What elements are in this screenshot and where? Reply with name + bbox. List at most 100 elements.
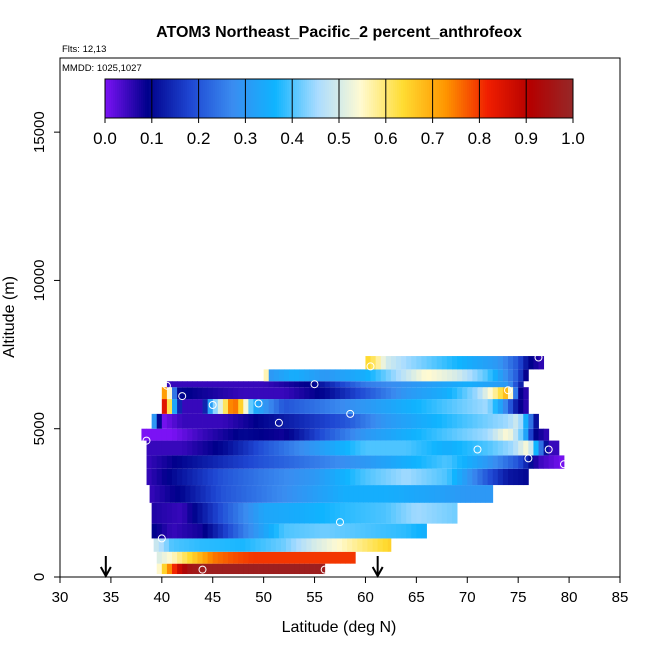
colorbar-cell: [517, 79, 520, 118]
colorbar-cell: [571, 79, 574, 118]
heat-cell: [334, 551, 341, 564]
heat-cell: [172, 502, 178, 524]
heat-cell: [436, 381, 443, 388]
heat-cell: [462, 387, 468, 400]
heat-cell: [248, 381, 254, 388]
heat-cell: [370, 455, 377, 469]
heat-cell: [289, 455, 295, 469]
heat-cell: [377, 538, 384, 552]
colorbar-cell: [397, 79, 400, 118]
heat-cell: [513, 428, 519, 441]
heat-cell: [161, 551, 168, 564]
heat-cell: [390, 413, 397, 429]
heat-cell: [319, 399, 326, 414]
heat-cell: [278, 502, 285, 524]
heat-cell: [523, 387, 529, 400]
heat-cell: [452, 455, 458, 469]
heat-cell: [492, 356, 499, 370]
heat-cell: [161, 523, 168, 539]
heat-cell: [421, 502, 427, 524]
heat-cell: [149, 485, 156, 503]
heat-cell: [289, 387, 295, 400]
heat-cell: [294, 551, 300, 564]
colorbar-tick-label: 1.0: [561, 129, 585, 148]
heat-cell: [258, 468, 265, 486]
heat-cell: [487, 387, 494, 400]
heat-cell: [172, 563, 178, 575]
heat-cell: [355, 455, 361, 469]
colorbar-tick-label: 0.5: [327, 129, 351, 148]
heat-cell: [304, 381, 310, 388]
colorbar-cell: [413, 79, 416, 118]
heat-cell: [365, 387, 371, 400]
heat-cell: [212, 440, 219, 456]
heat-cell: [462, 369, 468, 382]
heat-cell: [329, 468, 336, 486]
heat-cell: [467, 455, 473, 469]
colorbar-cell: [377, 79, 380, 118]
axes-layer: 30 35 40 45 50 55 60 65 70 75 80 85 0 5000 10000 15000: [31, 57, 628, 606]
heat-cell: [380, 356, 387, 370]
heat-cell: [248, 399, 254, 414]
colorbar-cell: [261, 79, 264, 118]
colorbar-cell: [171, 79, 174, 118]
colorbar-cell: [219, 79, 222, 118]
heat-cell: [182, 399, 188, 414]
heat-cell: [441, 455, 448, 469]
colorbar-cell: [167, 79, 170, 118]
heat-cell: [360, 468, 366, 486]
heat-cell: [168, 538, 175, 552]
heat-cell: [256, 485, 262, 503]
heat-cell: [177, 468, 183, 486]
heat-band-3: [151, 523, 427, 539]
heat-cell: [497, 387, 504, 400]
heat-cell: [340, 502, 346, 524]
heat-cell: [289, 563, 295, 575]
colorbar-cell: [215, 79, 218, 118]
heat-cell: [528, 428, 534, 441]
colorbar-cell: [131, 79, 134, 118]
heat-cell: [238, 455, 244, 469]
heat-cell: [273, 399, 280, 414]
heat-cell: [235, 538, 241, 552]
heat-cell: [467, 468, 473, 486]
heat-cell: [355, 381, 361, 388]
colorbar-cell: [553, 79, 556, 118]
heat-cell: [334, 369, 341, 382]
heat-cell: [202, 413, 209, 429]
heat-cell: [197, 413, 203, 429]
heat-cell: [187, 563, 193, 575]
heat-cell: [446, 440, 453, 456]
heat-cell: [161, 455, 168, 469]
heat-cell: [248, 413, 254, 429]
heat-cell: [172, 399, 178, 414]
heat-cell: [265, 538, 272, 552]
heat-cell: [426, 369, 433, 382]
heat-cell: [222, 523, 229, 539]
heat-cell: [253, 387, 259, 400]
heat-cell: [523, 440, 529, 456]
heat-cell: [192, 413, 198, 429]
heat-cell: [472, 387, 478, 400]
heat-cell: [278, 381, 285, 388]
heat-cell: [192, 455, 198, 469]
heat-cell: [518, 381, 524, 388]
heat-cell: [497, 428, 504, 441]
heat-cell: [304, 502, 310, 524]
heat-cell: [233, 399, 239, 414]
colorbar-cell: [303, 79, 306, 118]
colorbar-cell: [239, 79, 242, 118]
heat-cell: [212, 551, 219, 564]
colorbar-cell: [279, 79, 282, 118]
heat-cell: [345, 399, 351, 414]
heat-cell: [273, 369, 280, 382]
heat-cell: [329, 428, 336, 441]
heat-cell: [406, 399, 412, 414]
heat-cell: [238, 523, 244, 539]
heat-cell: [441, 502, 448, 524]
colorbar-cell: [297, 79, 300, 118]
colorbar-cell: [187, 79, 190, 118]
heat-cell: [353, 485, 359, 503]
heat-cell: [360, 455, 366, 469]
